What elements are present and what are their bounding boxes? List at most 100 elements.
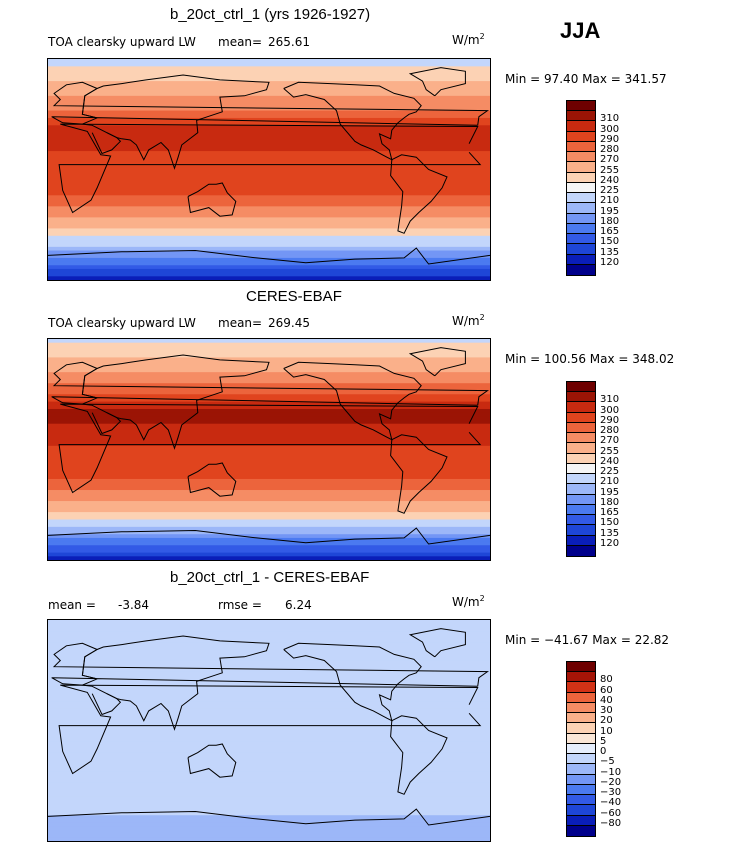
colorbar-cell xyxy=(567,223,595,235)
field-band xyxy=(48,778,490,783)
colorbar-cell xyxy=(567,682,595,693)
field-band xyxy=(48,217,490,222)
field-band xyxy=(48,497,490,502)
panel2-map-field xyxy=(48,339,490,560)
field-band xyxy=(48,671,490,676)
field-band xyxy=(48,243,490,248)
field-band xyxy=(48,431,490,436)
field-band xyxy=(48,774,490,779)
field-band xyxy=(48,756,490,761)
field-band xyxy=(48,353,490,359)
colorbar-tick-label: 300 xyxy=(600,123,620,135)
field-band xyxy=(48,638,490,643)
field-band xyxy=(48,346,490,351)
field-band xyxy=(48,822,490,827)
field-band xyxy=(48,195,490,200)
field-band xyxy=(48,364,490,370)
panel2-units: W/m2 xyxy=(452,313,485,328)
panel3-units: W/m2 xyxy=(452,594,485,609)
colorbar-tick-label: 290 xyxy=(600,133,620,145)
field-band xyxy=(48,548,490,554)
colorbar-cell xyxy=(567,412,595,423)
field-band xyxy=(48,257,490,263)
colorbar-cell xyxy=(567,672,595,683)
field-band xyxy=(48,272,490,277)
panel3-minmax: Min = −41.67 Max = 22.82 xyxy=(505,633,670,647)
colorbar-cell xyxy=(567,182,595,194)
field-band xyxy=(48,103,490,108)
field-band xyxy=(48,110,490,115)
field-band xyxy=(48,833,490,838)
coastline xyxy=(48,247,490,265)
panel3-map-field xyxy=(48,620,490,841)
colorbar-tick-label: 135 xyxy=(600,246,620,258)
colorbar-cell xyxy=(567,392,595,403)
field-band xyxy=(48,128,490,134)
colorbar-tick-label: 40 xyxy=(600,694,613,706)
panel2-mean-label: mean= xyxy=(218,316,263,330)
field-band xyxy=(48,697,490,702)
colorbar-cell xyxy=(567,172,595,183)
field-band xyxy=(48,656,490,662)
field-band xyxy=(48,715,490,721)
field-band xyxy=(48,147,490,152)
panel3-title: b_20ct_ctrl_1 - CERES-EBAF xyxy=(170,569,370,586)
colorbar-tick-label: 300 xyxy=(600,404,620,416)
field-band xyxy=(48,158,490,163)
field-band xyxy=(48,649,490,654)
field-band xyxy=(48,631,490,636)
colorbar-tick-label: −80 xyxy=(600,817,622,829)
field-band xyxy=(48,800,490,805)
field-band xyxy=(48,184,490,189)
field-band xyxy=(48,541,490,546)
colorbar-tick-label: 210 xyxy=(600,195,620,207)
colorbar-cell xyxy=(567,121,595,132)
field-band xyxy=(48,173,490,178)
panel2-minmax: Min = 100.56 Max = 348.02 xyxy=(505,352,675,366)
field-band xyxy=(48,785,490,791)
panel3-colorbar xyxy=(566,661,596,837)
field-band xyxy=(48,534,490,539)
field-band xyxy=(48,508,490,513)
field-band xyxy=(48,759,490,765)
colorbar-cell xyxy=(567,193,595,204)
colorbar-cell xyxy=(567,545,595,556)
colorbar-cell xyxy=(567,795,595,806)
field-band xyxy=(48,339,490,344)
colorbar-cell xyxy=(567,141,595,153)
field-band xyxy=(48,526,490,532)
colorbar-cell xyxy=(567,754,595,765)
field-band xyxy=(48,191,490,196)
field-band xyxy=(48,176,490,182)
coastline xyxy=(390,434,448,514)
field-band xyxy=(48,623,490,628)
coastline xyxy=(51,81,490,126)
field-band xyxy=(48,675,490,680)
field-band xyxy=(48,627,490,632)
colorbar-cell xyxy=(567,692,595,703)
field-band xyxy=(48,682,490,687)
field-band xyxy=(48,202,490,207)
field-band xyxy=(48,467,490,473)
colorbar-tick-label: 310 xyxy=(600,394,620,406)
field-band xyxy=(48,763,490,768)
colorbar-cell xyxy=(567,662,595,673)
field-band xyxy=(48,478,490,484)
colorbar-cell xyxy=(567,453,595,464)
colorbar-cell xyxy=(567,805,595,816)
field-band xyxy=(48,807,490,813)
colorbar-tick-label: 180 xyxy=(600,215,620,227)
panel2-map xyxy=(47,338,491,561)
colorbar-cell xyxy=(567,713,595,724)
panel3-rmse-label: rmse = xyxy=(218,598,262,612)
panel3-field-bands xyxy=(48,620,490,841)
season-label: JJA xyxy=(560,18,601,43)
field-band xyxy=(48,405,490,410)
coastline xyxy=(91,412,122,435)
colorbar-cell xyxy=(567,825,595,836)
field-band xyxy=(48,250,490,255)
colorbar-cell xyxy=(567,433,595,444)
field-band xyxy=(48,357,490,362)
field-band xyxy=(48,826,490,831)
panel3-map xyxy=(47,619,491,842)
